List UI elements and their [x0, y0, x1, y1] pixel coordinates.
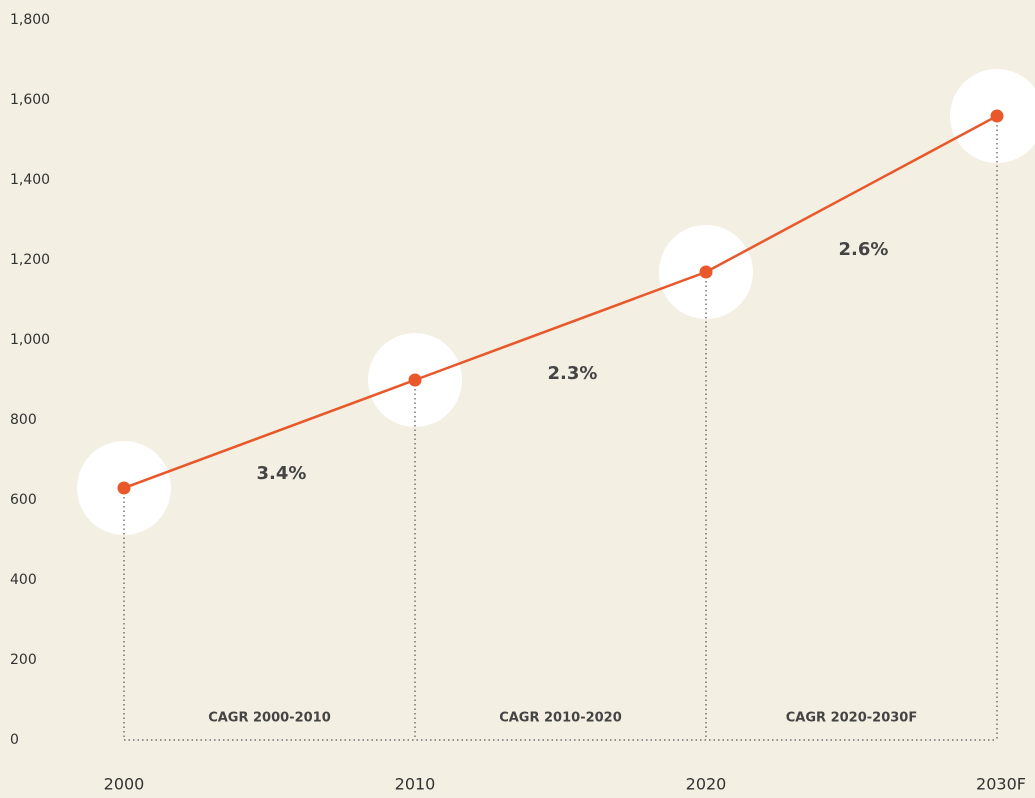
- x-tick-label: 2000: [104, 775, 145, 794]
- y-tick-label: 1,400: [10, 172, 50, 188]
- cagr-label: CAGR 2020-2030F: [786, 711, 917, 726]
- line: [123, 114, 998, 490]
- y-tick-label: 1,200: [10, 252, 50, 268]
- cagr-value: 2.6%: [839, 239, 889, 260]
- x-tick-label: 2010: [395, 775, 436, 794]
- point: [990, 109, 1004, 123]
- cagr-value: 2.3%: [548, 363, 598, 384]
- y-tick-label: 600: [10, 492, 37, 508]
- y-tick-label: 1,000: [10, 332, 50, 348]
- point: [117, 481, 131, 495]
- y-tick-label: 1,600: [10, 92, 50, 108]
- cagr-label: CAGR 2010-2020: [499, 711, 622, 726]
- cagr-value: 3.4%: [257, 463, 307, 484]
- x-tick-label: 2030F: [976, 775, 1026, 794]
- point: [699, 265, 713, 279]
- point: [408, 373, 422, 387]
- cagr-label: CAGR 2000-2010: [208, 711, 331, 726]
- y-tick-label: 1,800: [10, 12, 50, 28]
- y-tick-label: 0: [10, 732, 19, 748]
- y-tick-label: 200: [10, 652, 37, 668]
- x-tick-label: 2020: [686, 775, 727, 794]
- y-tick-label: 800: [10, 412, 37, 428]
- y-tick-label: 400: [10, 572, 37, 588]
